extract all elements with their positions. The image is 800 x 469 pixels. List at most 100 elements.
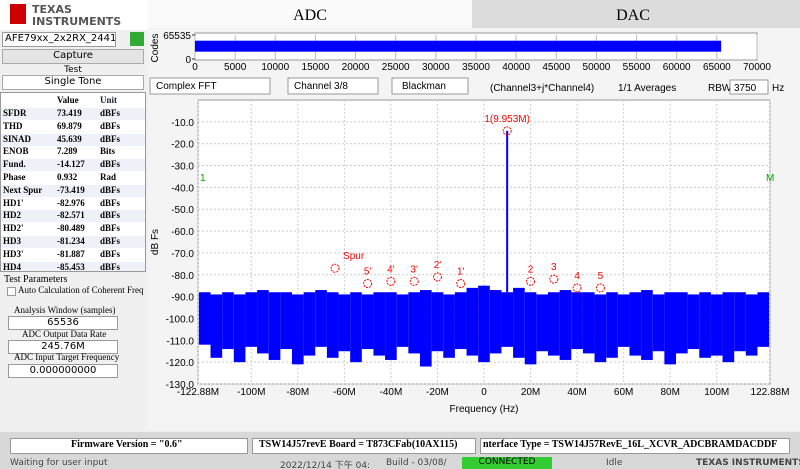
x-tick-label: -122.88M: [177, 387, 219, 398]
tab-label[interactable]: DAC: [616, 7, 650, 24]
x-tick-label: 55000: [623, 62, 651, 73]
target-field[interactable]: 0.000000000: [8, 364, 118, 378]
spectrum-band: [501, 292, 514, 347]
cursor-label: M: [766, 173, 774, 184]
marker: [432, 272, 442, 282]
y-tick-label: -10.0: [171, 118, 194, 129]
spectrum-band: [210, 294, 223, 358]
device-select[interactable]: AFE79xx_2x2RX_2441C: [2, 32, 116, 47]
marker-label: 4': [387, 264, 395, 275]
checkbox[interactable]: [7, 287, 16, 296]
spectrum-band: [734, 292, 746, 352]
spectrum-band: [641, 290, 653, 360]
spectrum-band: [198, 292, 211, 345]
x-tick-label: -40M: [380, 387, 403, 398]
spectrum-band: [373, 292, 386, 356]
rate-field[interactable]: 245.76M: [8, 340, 118, 354]
table-cell: -85.453: [57, 261, 85, 272]
window-select-text[interactable]: Blackman: [402, 81, 446, 92]
table-cell: SFDR: [3, 108, 27, 118]
marker-label: Spur: [343, 251, 365, 262]
y-tick-label: -120.0: [166, 358, 195, 369]
rbw-unit: Hz: [772, 83, 784, 94]
spectrum-band: [326, 292, 339, 358]
tab-adc[interactable]: [148, 0, 472, 28]
x-tick-label: 20M: [521, 387, 540, 398]
x-tick-label: 80M: [660, 387, 679, 398]
table-cell: dBFs: [100, 261, 121, 272]
spectrum-band: [524, 292, 537, 365]
connection: CONNECTED: [462, 457, 552, 469]
cursor-label: 1: [200, 173, 206, 184]
row-bg: [1, 184, 145, 197]
table-cell: 69.879: [57, 120, 82, 131]
status-message: Waiting for user input: [10, 458, 108, 468]
x-tick-label: 65000: [703, 62, 731, 73]
table-cell: 7.289: [57, 146, 78, 157]
marker-label: 3: [551, 262, 557, 273]
marker: [363, 279, 373, 289]
x-tick-label: 20000: [342, 62, 370, 73]
table-cell: -14.127: [57, 159, 85, 170]
board: TSW14J57revE Board = T873CFab(10AX115): [252, 438, 476, 454]
x-tick-label: 70000: [743, 62, 771, 73]
rbw-value: 3750: [734, 83, 757, 94]
tab-dac[interactable]: [472, 0, 800, 28]
rbw-field[interactable]: [729, 79, 769, 95]
window-select[interactable]: 65536: [8, 316, 118, 330]
table-cell: dBFs: [100, 133, 121, 144]
row-bg: [1, 159, 145, 172]
spectrum-band: [443, 294, 455, 358]
capture-button[interactable]: Capture: [2, 49, 144, 64]
footer-logo: TEXAS INSTRUMENTS: [696, 458, 800, 468]
y-tick-label: -90.0: [171, 293, 194, 304]
marker: [409, 276, 419, 286]
table-cell: Next Spur: [3, 184, 43, 195]
spectrum-band: [687, 294, 700, 350]
marker-label: 1(9.953M): [484, 114, 530, 125]
status-bar: Firmware Version = "0.6" TSW14J57revE Bo…: [0, 432, 800, 469]
tab-label[interactable]: ADC: [293, 7, 327, 24]
spectrum-band: [757, 292, 770, 347]
spectrum-band: [419, 290, 432, 367]
y-tick-label: 65535: [163, 31, 191, 42]
window-select[interactable]: [391, 77, 469, 95]
x-tick-label: -80M: [286, 387, 309, 398]
table-header: Value: [57, 95, 79, 105]
table-cell: 45.639: [57, 133, 82, 144]
marker: [572, 283, 582, 293]
marker: [549, 274, 559, 284]
y-tick-label: -100.0: [166, 314, 195, 325]
table-cell: dBFs: [100, 236, 121, 246]
fft-select[interactable]: [149, 77, 271, 95]
spectrum-band: [536, 294, 549, 352]
download-button[interactable]: [130, 32, 144, 46]
channel-select[interactable]: [287, 77, 379, 95]
row-bg: [1, 108, 145, 120]
table-cell: 73.419: [57, 108, 82, 118]
table-cell: dBFs: [100, 108, 121, 118]
logo-icon: [10, 4, 26, 24]
table-cell: THD: [3, 120, 23, 131]
table-cell: ENOB: [3, 146, 29, 157]
test-select[interactable]: Single Tone: [2, 75, 144, 90]
table-header: Unit: [100, 95, 118, 105]
fft-select-text[interactable]: Complex FFT: [156, 81, 217, 92]
table-cell: HD4: [3, 261, 21, 272]
y-tick-label: -60.0: [171, 227, 194, 238]
state: Idle: [606, 458, 623, 468]
x-tick-label: -20M: [426, 387, 449, 398]
table-cell: -80.489: [57, 223, 85, 234]
table-cell: -81.887: [57, 248, 85, 259]
spectrum-band: [338, 294, 351, 352]
spectrum-band: [489, 290, 502, 354]
x-tick-label: 35000: [462, 62, 490, 73]
spectrum-band: [478, 285, 490, 363]
y-tick-label: -80.0: [171, 271, 194, 282]
y-tick-label: -130.0: [166, 380, 195, 391]
logo-text: TEXAS: [32, 3, 72, 16]
spectrum-band: [617, 294, 630, 347]
spectrum-band: [582, 292, 595, 354]
channel-select-text[interactable]: Channel 3/8: [294, 81, 348, 92]
